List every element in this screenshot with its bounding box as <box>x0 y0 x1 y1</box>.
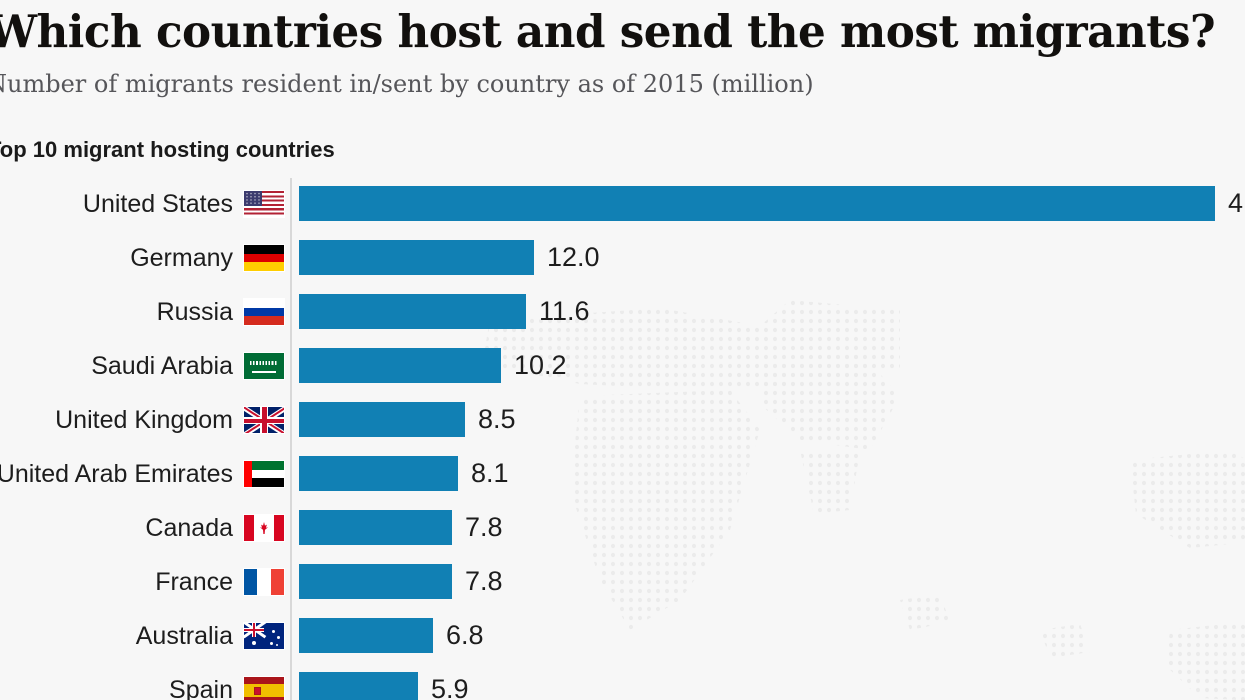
flag-es-icon <box>243 676 285 700</box>
row-label-group: United Arab Emirates <box>0 456 285 492</box>
row-label-group: Saudi Arabia <box>0 348 285 384</box>
chart-subtitle: Number of migrants resident in/sent by c… <box>0 70 814 98</box>
country-label: Australia <box>135 622 233 650</box>
bar <box>299 456 458 491</box>
bar <box>299 672 418 700</box>
flag-fr-icon <box>243 568 285 596</box>
flag-ru-icon <box>243 298 285 326</box>
bar-value-label: 6.8 <box>446 620 484 650</box>
bar-row: Saudi Arabia 10.2 <box>0 340 1245 394</box>
country-label: Russia <box>156 298 233 326</box>
flag-ca-icon <box>243 514 285 542</box>
bar <box>299 294 526 329</box>
bar-row: United Kingdom 8.5 <box>0 394 1245 448</box>
bar-row: Russia 11.6 <box>0 286 1245 340</box>
bar-row: United Arab Emirates 8.1 <box>0 448 1245 502</box>
bar-value-label: 10.2 <box>514 350 567 380</box>
bar-value-label: 11.6 <box>539 296 590 326</box>
country-label: United States <box>82 190 233 218</box>
bar-value-label: 8.1 <box>471 458 509 488</box>
row-label-group: Australia <box>0 618 285 654</box>
row-label-group: Germany <box>0 240 285 276</box>
country-label: United Arab Emirates <box>0 460 233 488</box>
bar <box>299 510 452 545</box>
flag-us-icon <box>243 190 285 218</box>
bar-row: United States 4 <box>0 178 1245 232</box>
country-label: United Kingdom <box>55 406 233 434</box>
flag-sa-icon <box>243 352 285 380</box>
bar <box>299 186 1215 221</box>
country-label: France <box>155 568 233 596</box>
row-label-group: United Kingdom <box>0 402 285 438</box>
bar-row: Australia 6.8 <box>0 610 1245 664</box>
country-label: Spain <box>169 676 233 700</box>
flag-gb-icon <box>243 406 285 434</box>
flag-de-icon <box>243 244 285 272</box>
page-title: Which countries host and send the most m… <box>0 5 1216 58</box>
bar-value-label: 7.8 <box>465 512 503 542</box>
bar <box>299 618 433 653</box>
bar <box>299 240 534 275</box>
bar-value-label: 8.5 <box>478 404 516 434</box>
country-label: Germany <box>130 244 233 272</box>
bar-row: Spain 5.9 <box>0 664 1245 700</box>
bar <box>299 348 501 383</box>
bar-row: France 7.8 <box>0 556 1245 610</box>
bar-row: Canada 7.8 <box>0 502 1245 556</box>
row-label-group: Russia <box>0 294 285 330</box>
bar-row: Germany 12.0 <box>0 232 1245 286</box>
bar-value-label: 7.8 <box>465 566 503 596</box>
bar <box>299 402 465 437</box>
bar <box>299 564 452 599</box>
country-label: Saudi Arabia <box>91 352 233 380</box>
bar-chart-plot: United States 4 Germany 12.0 Russia 11.6 Saudi… <box>0 178 1245 700</box>
bar-value-label: 4 <box>1228 188 1244 218</box>
row-label-group: United States <box>0 186 285 222</box>
row-label-group: Canada <box>0 510 285 546</box>
y-axis-line <box>290 178 292 700</box>
row-label-group: Spain <box>0 672 285 700</box>
bar-value-label: 12.0 <box>547 242 600 272</box>
section-label: Top 10 migrant hosting countries <box>0 137 335 162</box>
flag-ae-icon <box>243 460 285 488</box>
row-label-group: France <box>0 564 285 600</box>
flag-au-icon <box>243 622 285 650</box>
bar-value-label: 5.9 <box>431 674 469 700</box>
country-label: Canada <box>145 514 233 542</box>
